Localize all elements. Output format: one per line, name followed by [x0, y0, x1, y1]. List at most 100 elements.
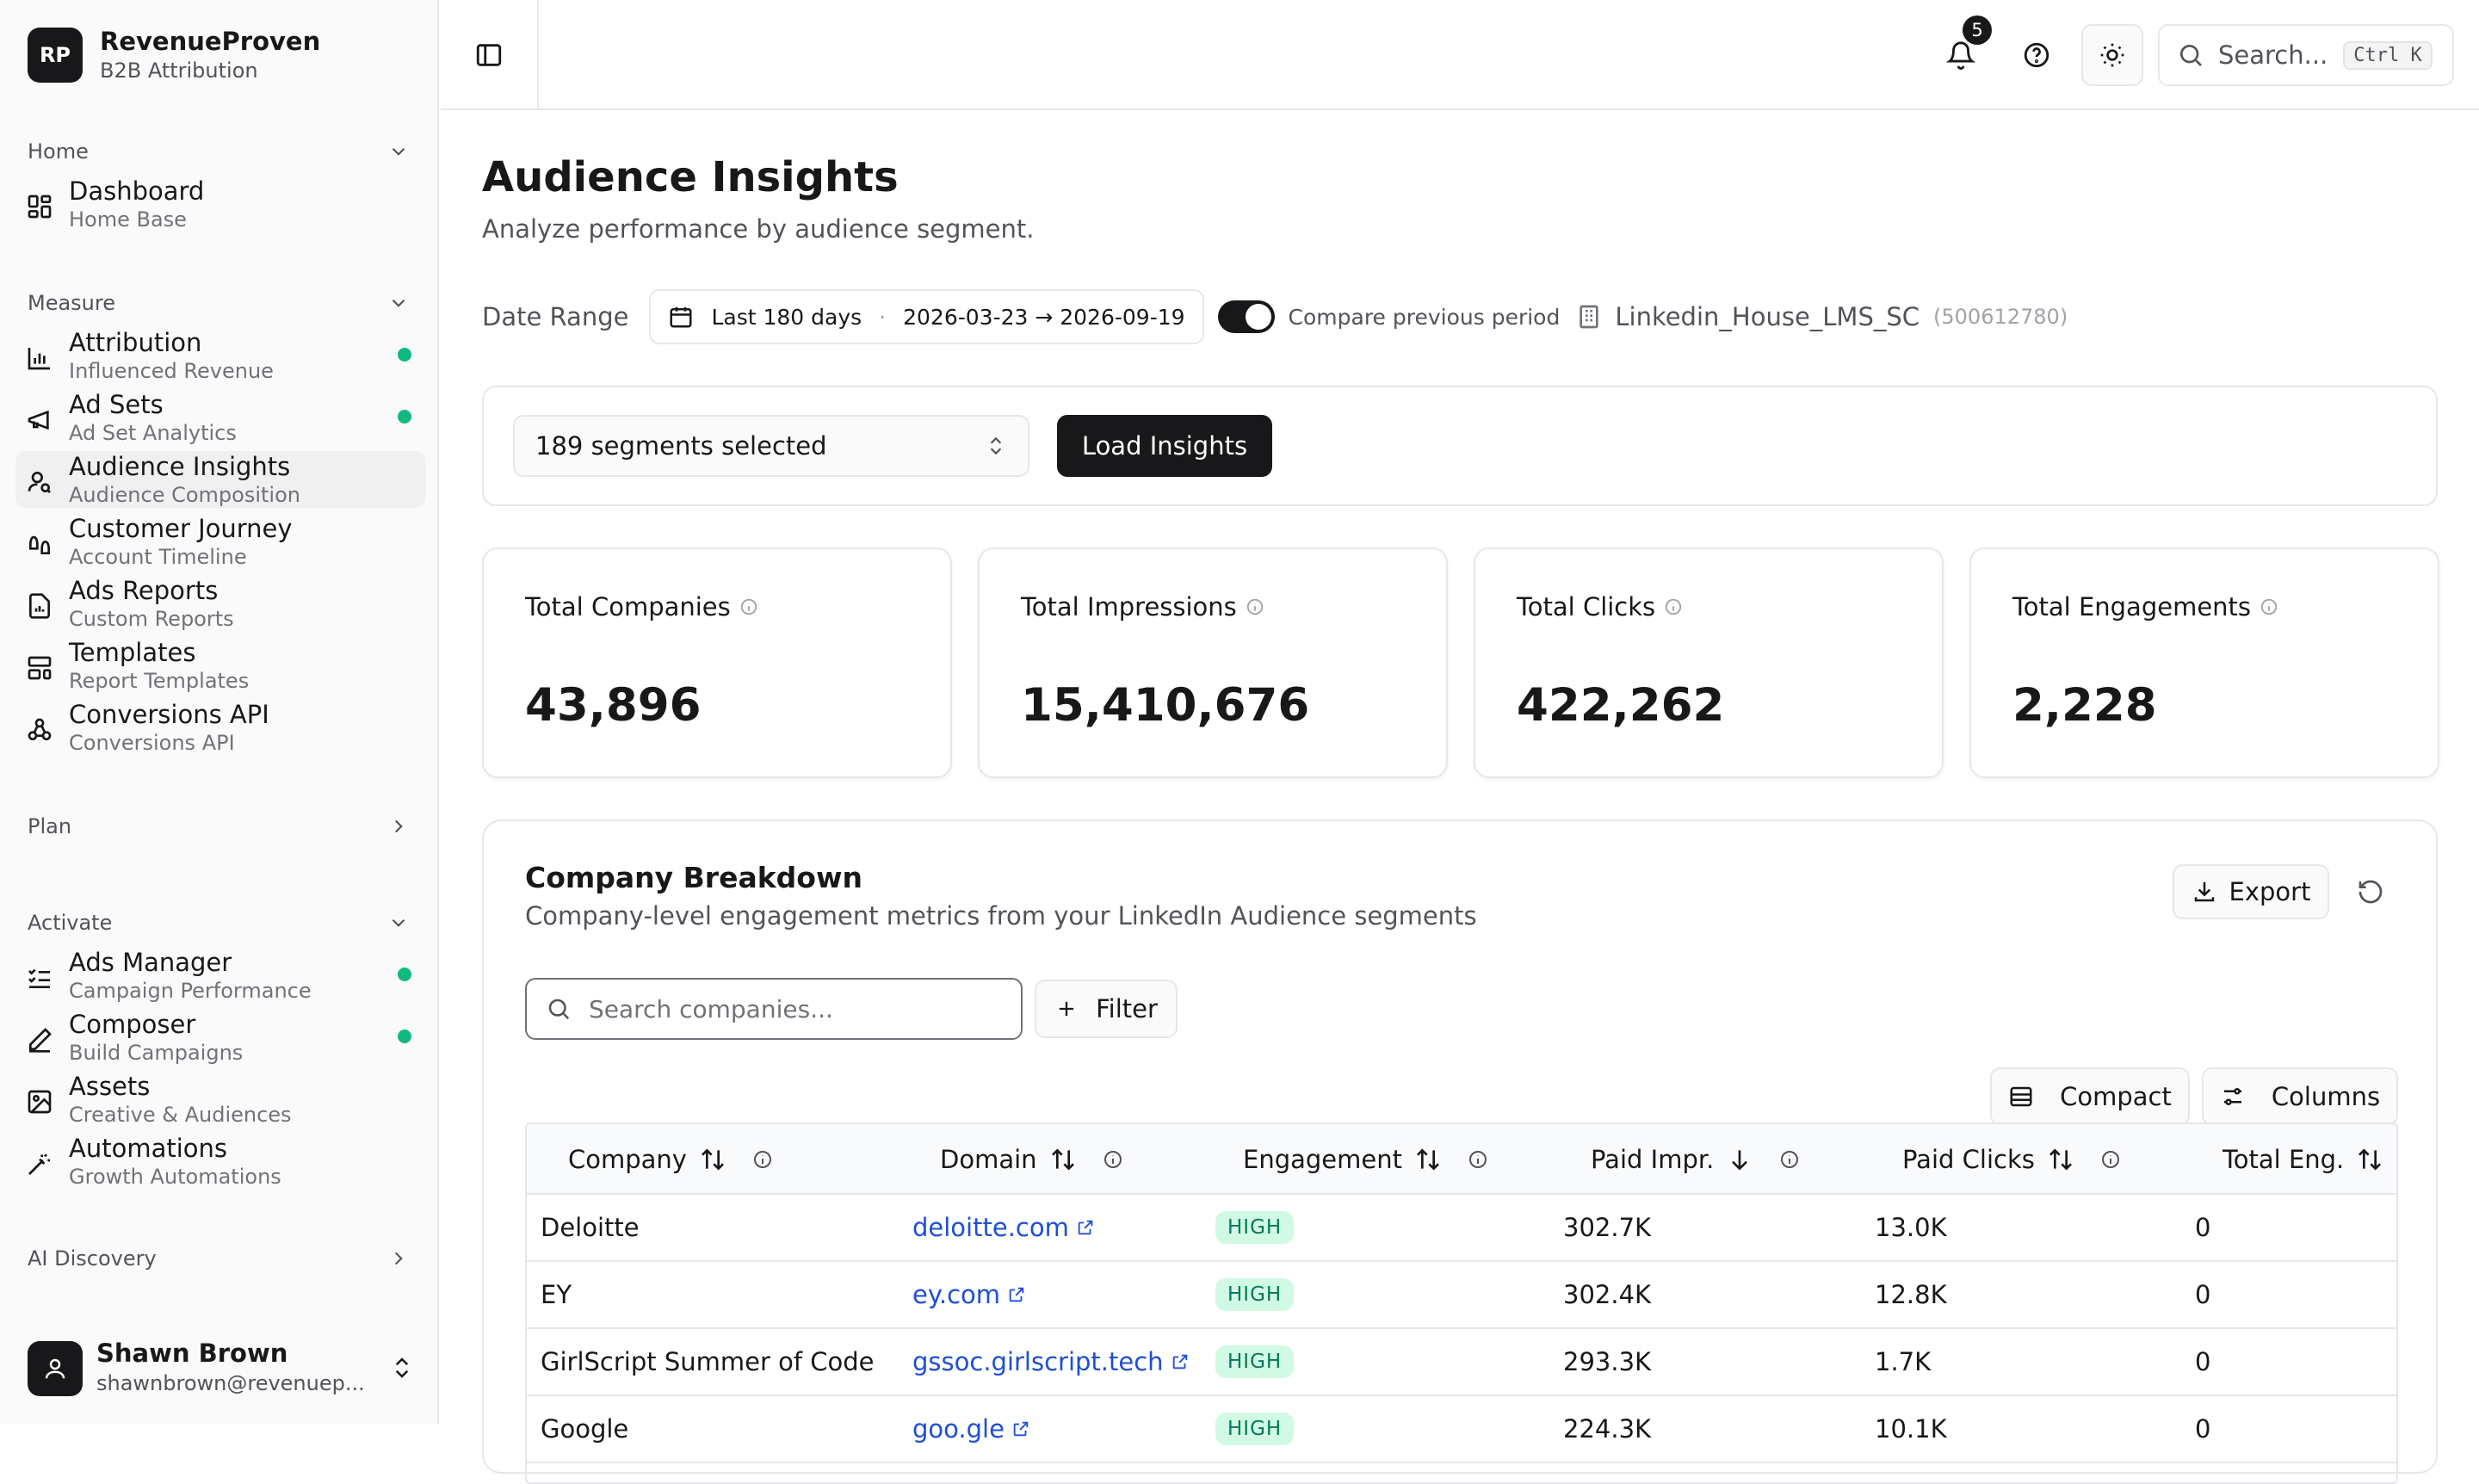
- date-span: 2026-03-23 → 2026-09-19: [903, 304, 1185, 330]
- brand-name: RevenueProven: [100, 27, 321, 56]
- sidebar-item-composer[interactable]: Composer Build Campaigns: [15, 1009, 425, 1066]
- compare-period-toggle[interactable]: [1217, 300, 1275, 333]
- sidebar-item-sublabel: Growth Automations: [69, 1165, 281, 1189]
- help-button[interactable]: [2016, 34, 2057, 76]
- section-header-measure[interactable]: Measure: [28, 286, 410, 320]
- sidebar-item-ads-reports[interactable]: Ads Reports Custom Reports: [15, 575, 425, 632]
- column-header-domain[interactable]: Domain: [940, 1124, 1123, 1195]
- compact-view-button[interactable]: Compact: [1990, 1067, 2190, 1126]
- export-button[interactable]: Export: [2173, 864, 2329, 919]
- info-icon[interactable]: [1779, 1149, 1800, 1170]
- column-header-engagement[interactable]: Engagement: [1243, 1124, 1488, 1195]
- notification-count-badge: 5: [1963, 15, 1992, 45]
- image-icon: [26, 1088, 53, 1116]
- user-search-icon: [26, 468, 53, 496]
- brand[interactable]: RP RevenueProven B2B Attribution: [28, 26, 320, 84]
- status-dot: [398, 410, 411, 424]
- table-row[interactable]: Deloitte deloitte.com HIGH 302.7K 13.0K …: [527, 1195, 2396, 1262]
- add-filter-button[interactable]: Filter: [1035, 980, 1178, 1038]
- sidebar-item-templates[interactable]: Templates Report Templates: [15, 637, 425, 694]
- notifications-button[interactable]: 5: [1940, 15, 1992, 76]
- info-icon[interactable]: [752, 1149, 773, 1170]
- cell-domain-link[interactable]: gssoc.girlscript.tech: [912, 1329, 1190, 1394]
- compare-period-label: Compare previous period: [1288, 304, 1561, 330]
- section-header-home[interactable]: Home: [28, 134, 410, 169]
- info-icon[interactable]: [1103, 1149, 1123, 1170]
- sort-icon[interactable]: [2047, 1146, 2074, 1173]
- layout-template-icon: [26, 654, 53, 682]
- help-circle-icon: [2024, 42, 2049, 68]
- stat-card-total-clicks: Total Clicks 422,262: [1474, 547, 1944, 778]
- date-range-picker[interactable]: Last 180 days · 2026-03-23 → 2026-09-19: [649, 289, 1204, 344]
- info-icon[interactable]: [739, 597, 758, 616]
- cell-domain-link[interactable]: deloitte.com: [912, 1195, 1095, 1260]
- sidebar-item-customer-journey[interactable]: Customer Journey Account Timeline: [15, 513, 425, 570]
- company-search-input[interactable]: [587, 993, 1000, 1024]
- section-header-plan[interactable]: Plan: [28, 809, 410, 844]
- info-icon[interactable]: [2260, 597, 2278, 616]
- cell-domain-link[interactable]: ey.com: [912, 1262, 1026, 1327]
- sidebar-item-ads-manager[interactable]: Ads Manager Campaign Performance: [15, 947, 425, 1004]
- sidebar-item-sublabel: Account Timeline: [69, 545, 247, 569]
- section-header-activate[interactable]: Activate: [28, 906, 410, 940]
- table-row[interactable]: GirlScript Summer of Code gssoc.girlscri…: [527, 1329, 2396, 1396]
- column-label: Company: [568, 1145, 687, 1174]
- columns-button[interactable]: Columns: [2202, 1067, 2398, 1126]
- sidebar-item-label: Composer: [69, 1010, 196, 1039]
- domain-text: deloitte.com: [912, 1213, 1069, 1242]
- filter-row: Date Range Last 180 days · 2026-03-23 → …: [482, 289, 2068, 344]
- sidebar-item-automations[interactable]: Automations Growth Automations: [15, 1133, 425, 1190]
- plus-icon: [1059, 1001, 1074, 1017]
- info-icon[interactable]: [2100, 1149, 2121, 1170]
- cell-paid-clicks: 13.0K: [1875, 1213, 1947, 1242]
- cell-total-engagements: 0: [2195, 1280, 2211, 1309]
- column-label: Engagement: [1243, 1145, 1402, 1174]
- refresh-button[interactable]: [2352, 873, 2389, 911]
- table-row[interactable]: Google goo.gle HIGH 224.3K 10.1K 0: [527, 1396, 2396, 1463]
- info-icon[interactable]: [1468, 1149, 1488, 1170]
- load-insights-button[interactable]: Load Insights: [1057, 415, 1272, 477]
- refresh-icon: [2358, 880, 2383, 904]
- sort-icon[interactable]: [1049, 1146, 1077, 1173]
- sidebar-item-audience-insights[interactable]: Audience Insights Audience Composition: [15, 451, 425, 508]
- sidebar-item-attribution[interactable]: Attribution Influenced Revenue: [15, 327, 425, 384]
- company-breakdown-card: Company Breakdown Company-level engageme…: [482, 819, 2438, 1484]
- info-icon[interactable]: [1246, 597, 1264, 616]
- user-menu[interactable]: Shawn Brown shawnbrown@revenuep...: [28, 1338, 415, 1398]
- chevron-right-icon: [394, 819, 403, 833]
- global-search-button[interactable]: Search... Ctrl K: [2158, 24, 2454, 86]
- stat-value: 43,896: [525, 679, 702, 732]
- segment-select[interactable]: 189 segments selected: [513, 415, 1029, 477]
- date-separator: ·: [879, 304, 887, 330]
- sidebar-item-label: Attribution: [69, 328, 202, 357]
- sidebar-item-conversions-api[interactable]: Conversions API Conversions API: [15, 699, 425, 756]
- sidebar-toggle-button[interactable]: [441, 0, 539, 110]
- column-header-company[interactable]: Company: [568, 1124, 773, 1195]
- section-header-ai-discovery[interactable]: AI Discovery: [28, 1241, 410, 1276]
- section-label: Plan: [28, 814, 72, 838]
- table-row[interactable]: EY ey.com HIGH 302.4K 12.8K 0: [527, 1262, 2396, 1329]
- arrow-down-icon[interactable]: [1726, 1146, 1753, 1173]
- sidebar-item-label: Audience Insights: [69, 452, 291, 481]
- sort-icon[interactable]: [1414, 1146, 1442, 1173]
- sort-icon[interactable]: [2356, 1146, 2383, 1173]
- section-label: AI Discovery: [28, 1246, 157, 1271]
- sort-icon[interactable]: [699, 1146, 726, 1173]
- engagement-badge: HIGH: [1215, 1345, 1295, 1378]
- info-icon[interactable]: [1664, 597, 1683, 616]
- theme-toggle-button[interactable]: [2081, 24, 2143, 86]
- cell-paid-impressions: 224.3K: [1563, 1414, 1652, 1444]
- sidebar-item-sublabel: Influenced Revenue: [69, 359, 274, 383]
- company-search[interactable]: [525, 978, 1023, 1040]
- sidebar-item-label: Ads Manager: [69, 948, 232, 977]
- cell-domain-link[interactable]: goo.gle: [912, 1396, 1030, 1462]
- column-header-paid-clicks[interactable]: Paid Clicks: [1902, 1124, 2121, 1195]
- sidebar-item-dashboard[interactable]: Dashboard Home Base: [15, 176, 425, 232]
- report-icon: [26, 592, 53, 620]
- external-link-icon: [1172, 1354, 1187, 1370]
- sidebar-item-ad-sets[interactable]: Ad Sets Ad Set Analytics: [15, 389, 425, 446]
- column-header-paid-impressions[interactable]: Paid Impr.: [1591, 1124, 1800, 1195]
- stat-label: Total Companies: [525, 592, 731, 621]
- column-header-total-engagements[interactable]: Total Eng.: [2222, 1124, 2383, 1195]
- sidebar-item-assets[interactable]: Assets Creative & Audiences: [15, 1071, 425, 1128]
